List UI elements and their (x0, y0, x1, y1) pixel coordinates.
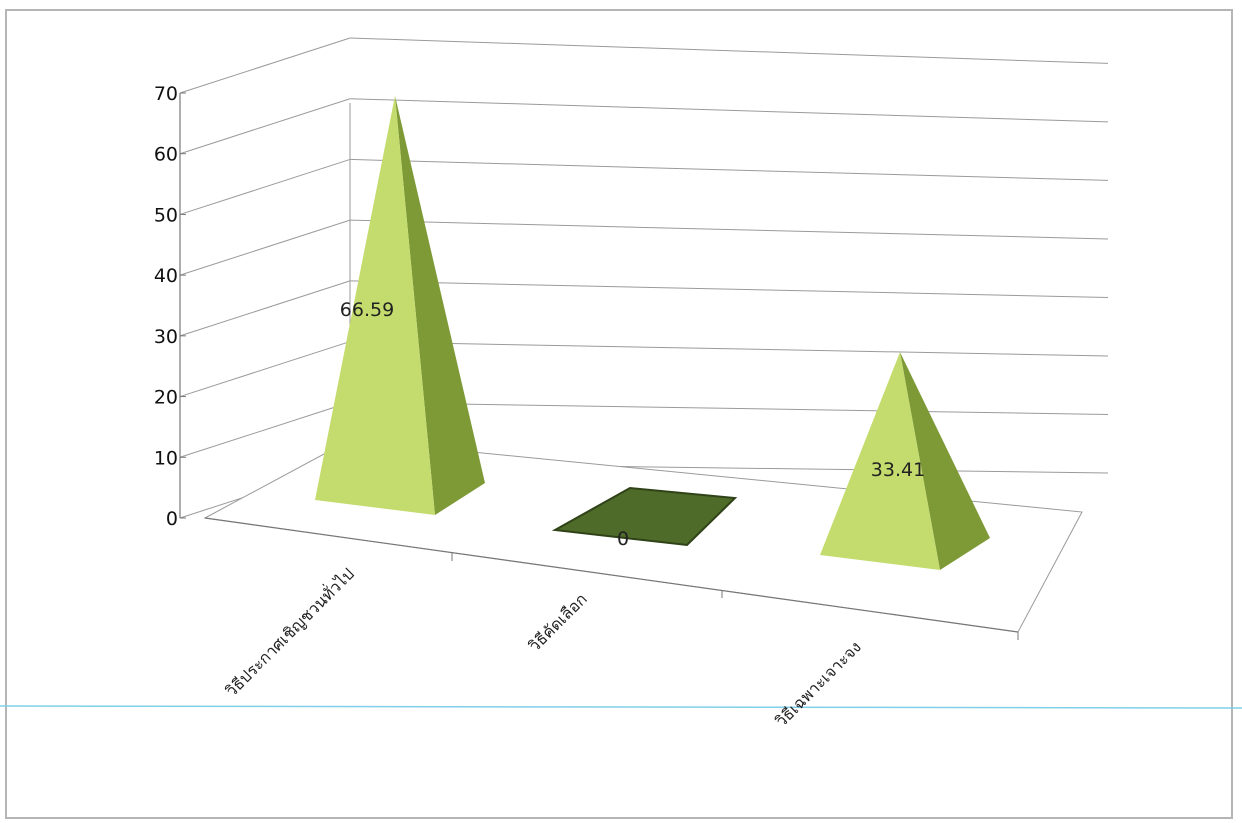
gridline-back (349, 341, 1109, 357)
data-label: 33.41 (871, 459, 925, 481)
y-tick-label: 30 (154, 326, 178, 348)
gridline-side (179, 401, 351, 458)
y-tick-label: 70 (154, 83, 178, 105)
gridline-back (349, 158, 1109, 181)
gridline-side (179, 341, 351, 398)
gridline-side (179, 158, 351, 215)
gridline-back (349, 219, 1109, 240)
gridline-back (349, 280, 1109, 298)
bar-pyramid-side (900, 352, 990, 570)
bar-pyramid (315, 95, 435, 515)
gridline-side (179, 219, 351, 276)
bar-pyramid (551, 486, 738, 547)
chart-frame (5, 9, 1233, 819)
gridline-back (349, 98, 1109, 123)
data-label: 66.59 (340, 299, 394, 321)
page-divider-line (0, 705, 1242, 709)
data-label: 0 (617, 528, 629, 550)
x-axis-line (204, 517, 1019, 633)
gridline-side (179, 280, 351, 337)
y-tick-label: 0 (166, 508, 178, 530)
y-tick-label: 60 (154, 144, 178, 166)
gridline-back (349, 37, 1109, 64)
bar-pyramid (820, 352, 940, 570)
y-tick-label: 40 (154, 265, 178, 287)
gridline-side (179, 37, 351, 94)
bar-pyramid-side (395, 95, 485, 515)
y-tick-label: 10 (154, 447, 178, 469)
y-tick-label: 50 (154, 204, 178, 226)
y-tick-label: 20 (154, 387, 178, 409)
gridline-back (349, 401, 1109, 415)
gridline-side (179, 98, 351, 155)
